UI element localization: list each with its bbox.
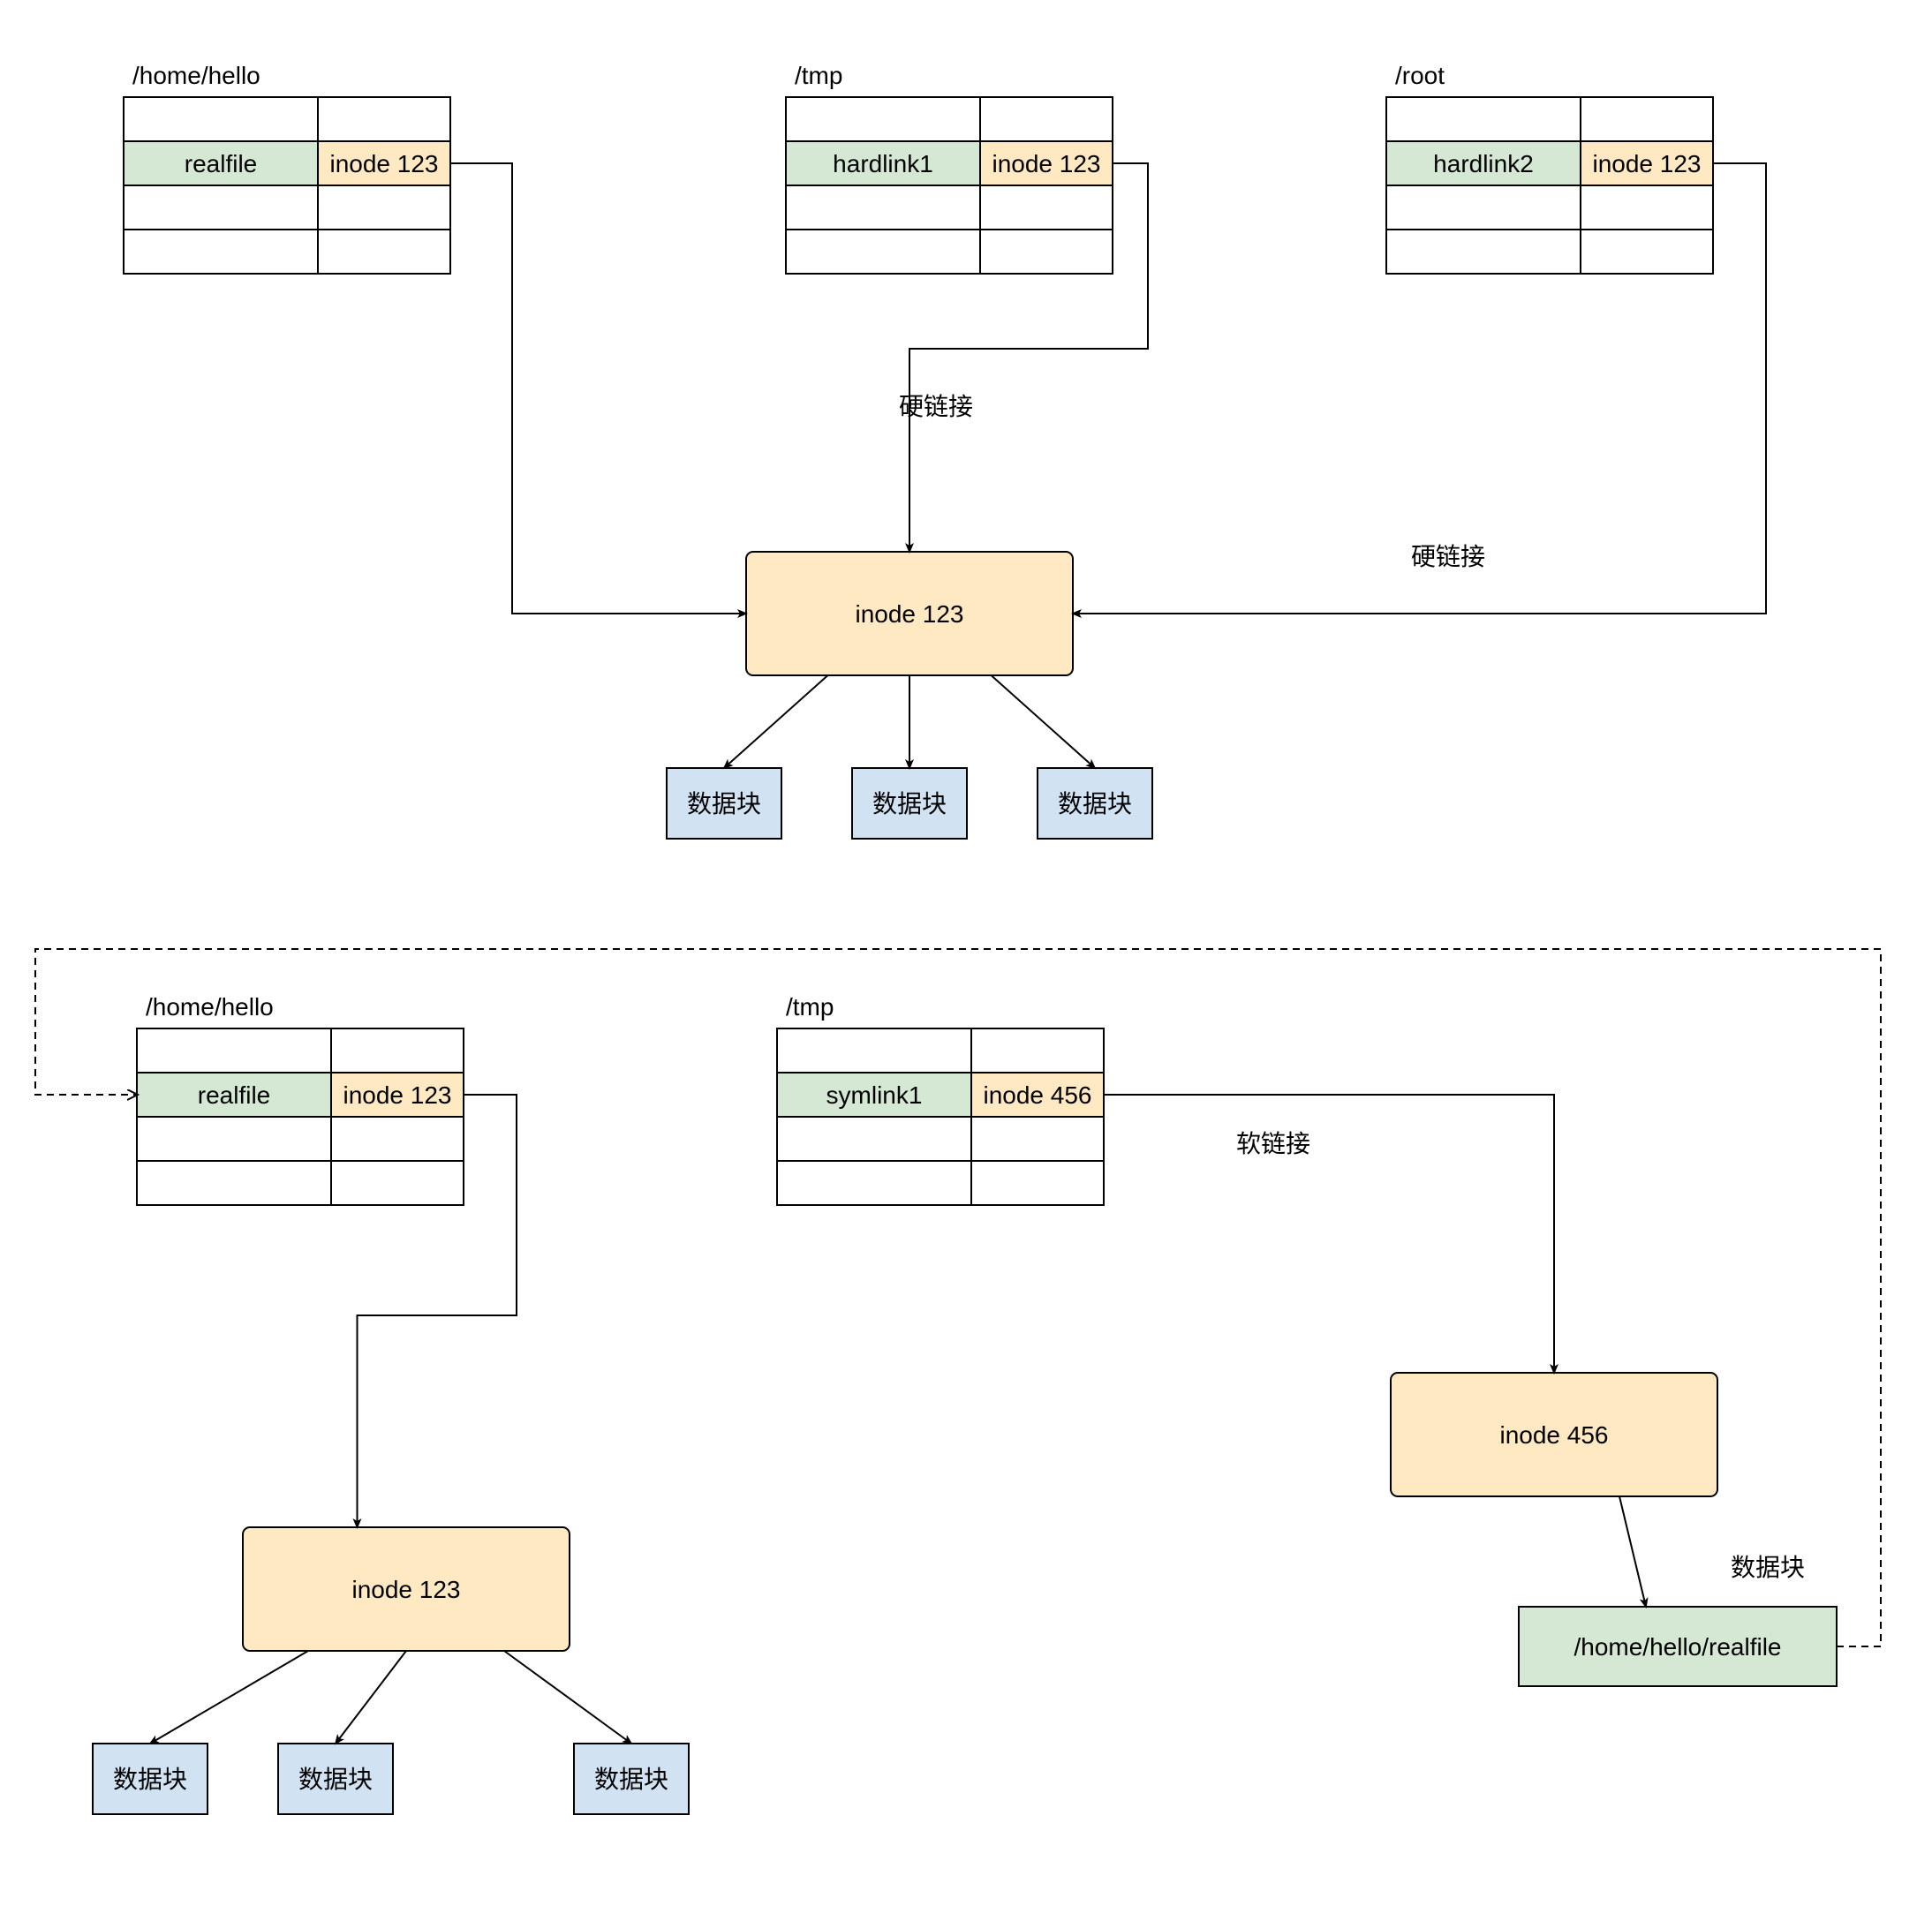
bot-path-box-label: /home/hello/realfile	[1574, 1633, 1781, 1661]
bot-data-block-1-label: 数据块	[298, 1766, 373, 1793]
top-table-tmp: /tmp hardlink1 inode 123	[786, 62, 1113, 274]
label-softlink: 软链接	[1236, 1130, 1310, 1157]
bot-table-tmp: /tmp symlink1 inode 456	[777, 993, 1104, 1205]
bot-table-tmp-title: /tmp	[786, 993, 834, 1021]
bot-table-tmp-name-text: symlink1	[826, 1081, 923, 1109]
edge-t1-inode	[450, 163, 746, 614]
edge-inode-right-pathbox	[1619, 1496, 1646, 1607]
label-hardlink-mid: 硬链接	[899, 393, 973, 420]
top-table-root-title: /root	[1395, 62, 1445, 89]
bot-data-block-2-label: 数据块	[594, 1766, 668, 1793]
top-table-tmp-name-text: hardlink1	[833, 150, 933, 177]
bot-table-home: /home/hello realfile inode 123	[137, 993, 464, 1205]
top-inode-box-label: inode 123	[855, 600, 963, 628]
top-table-home-name-text: realfile	[185, 150, 257, 177]
top-table-home: /home/hello realfile inode 123	[124, 62, 450, 274]
bot-data-block-0-label: 数据块	[113, 1766, 187, 1793]
label-datablock-right: 数据块	[1731, 1554, 1805, 1581]
top-data-block-2-label: 数据块	[1058, 790, 1132, 817]
bot-table-home-name-text: realfile	[198, 1081, 270, 1109]
top-table-home-inode-text: inode 123	[329, 150, 438, 177]
top-table-tmp-inode-text: inode 123	[992, 150, 1100, 177]
top-table-home-title: /home/hello	[132, 62, 260, 89]
edge-inode-left-db-1	[336, 1651, 406, 1744]
bot-inode-left-label: inode 123	[351, 1576, 460, 1603]
top-table-tmp-title: /tmp	[795, 62, 842, 89]
bot-table-home-inode-text: inode 123	[343, 1081, 451, 1109]
edge-inode-db-0	[724, 675, 828, 768]
top-data-block-0-label: 数据块	[687, 790, 761, 817]
edge-inode-left-db-2	[504, 1651, 631, 1744]
edge-inode-db-2	[992, 675, 1096, 768]
bot-table-home-title: /home/hello	[146, 993, 274, 1021]
top-data-block-1-label: 数据块	[872, 790, 947, 817]
bot-inode-right-label: inode 456	[1499, 1421, 1608, 1449]
edge-inode-left-db-0	[150, 1651, 308, 1744]
top-table-root: /root hardlink2 inode 123	[1386, 62, 1713, 274]
top-table-root-name-text: hardlink2	[1433, 150, 1534, 177]
label-hardlink-right: 硬链接	[1411, 543, 1485, 570]
edge-b2-inode-right	[1104, 1095, 1554, 1373]
bot-table-tmp-inode-text: inode 456	[983, 1081, 1091, 1109]
top-table-root-inode-text: inode 123	[1592, 150, 1701, 177]
